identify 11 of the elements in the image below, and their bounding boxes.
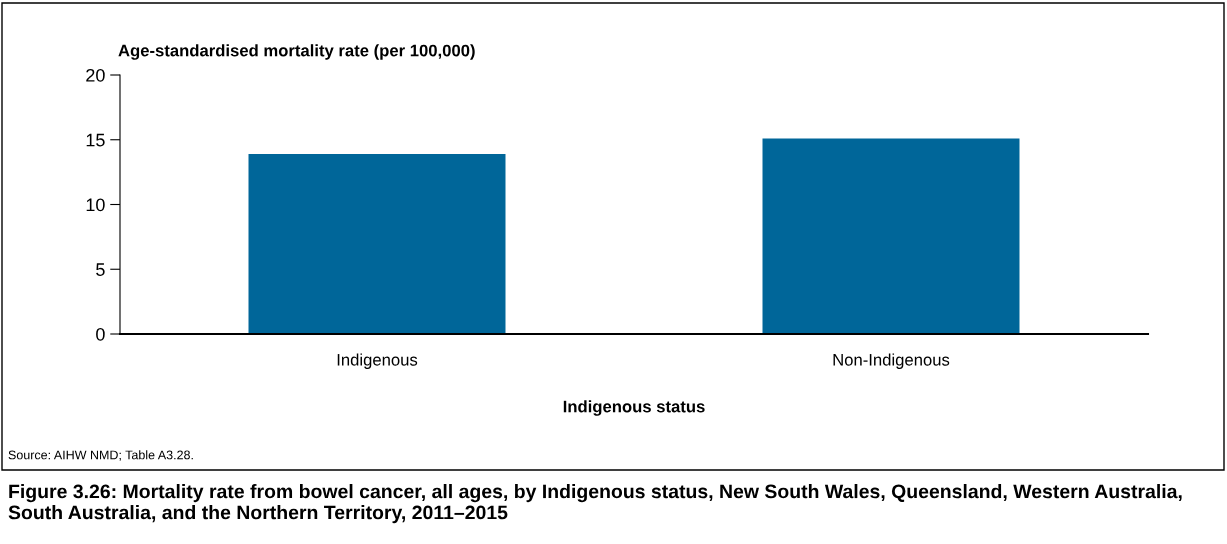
y-tick-label: 5 bbox=[96, 263, 105, 276]
x-tick-label: Indigenous bbox=[337, 353, 418, 369]
y-tick-label: 10 bbox=[86, 198, 105, 212]
text: Figure 3.26: Mortality rate from bowel cancer, all ages, by Indigenous status, New South Wales, Queensland, Western Australia, South Australia, and the Northern Territory, 2011–2015 bbox=[8, 484, 1182, 524]
source-note: Source: AIHW NMD; Table A3.28. bbox=[8, 450, 193, 461]
y-tick-label: 15 bbox=[86, 133, 105, 147]
y-tick-label: 0 bbox=[96, 327, 105, 341]
x-axis-title: Indigenous status bbox=[563, 400, 705, 416]
x-tick-label: Non-Indigenous bbox=[833, 353, 950, 369]
y-axis-title: Age-standardised mortality rate (per 100,000) bbox=[118, 44, 475, 60]
y-tick-label: 20 bbox=[86, 68, 105, 82]
